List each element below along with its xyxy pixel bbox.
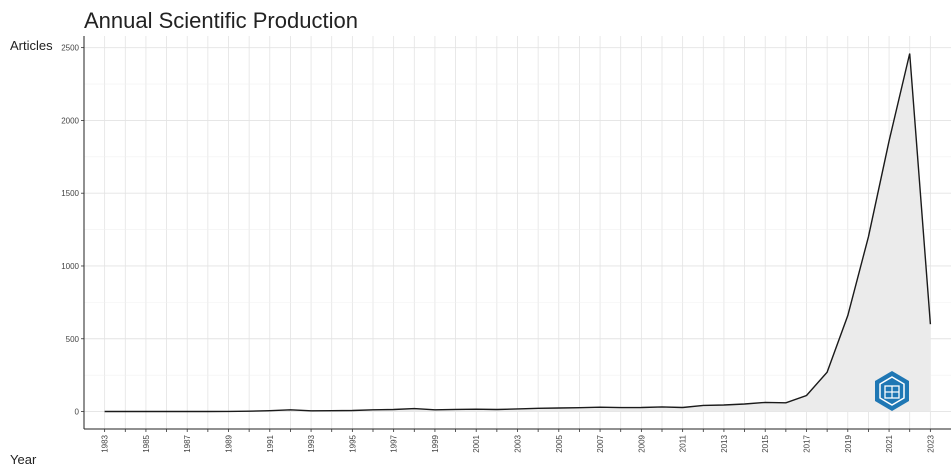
- x-tick-label: 1989: [225, 434, 234, 452]
- chart-title: Annual Scientific Production: [84, 8, 358, 33]
- axes-layer: 0 500 1000 1500 2000 2500 1983 1985 1987 1989 1991…: [61, 36, 951, 453]
- x-tick-label: 2005: [555, 434, 564, 452]
- x-tick-label: 2019: [844, 434, 853, 452]
- x-tick-label: 1999: [431, 434, 440, 452]
- x-tick-label: 2001: [472, 434, 481, 452]
- x-tick-label: 2015: [761, 434, 770, 452]
- x-tick-label: 2013: [720, 434, 729, 452]
- hexagon-logo-icon: [875, 371, 909, 411]
- y-tick-label: 2000: [61, 116, 79, 125]
- x-tick-label: 2011: [679, 434, 688, 452]
- x-tick-label: 1985: [142, 434, 151, 452]
- x-tick-label: 2023: [926, 434, 935, 452]
- x-tick-label: 1991: [266, 434, 275, 452]
- x-tick-label: 2003: [514, 434, 523, 452]
- y-tick-label: 2500: [61, 44, 79, 53]
- x-tick-label: 1987: [183, 434, 192, 452]
- x-tick-label: 1995: [348, 434, 357, 452]
- y-tick-label: 500: [66, 335, 80, 344]
- x-tick-label: 1997: [390, 434, 399, 452]
- series-line: [104, 53, 932, 413]
- x-axis-label: Year: [10, 452, 37, 467]
- y-axis-label: Articles: [10, 38, 53, 53]
- area-fill: [104, 53, 931, 412]
- x-tick-label: 2009: [637, 434, 646, 452]
- x-tick-label: 1983: [101, 434, 110, 452]
- x-tick-label: 1993: [307, 434, 316, 452]
- x-tick-label: 2007: [596, 434, 605, 452]
- x-tick-label: 2017: [803, 434, 812, 452]
- y-tick-label: 1000: [61, 262, 79, 271]
- x-tick-label: 2021: [885, 434, 894, 452]
- y-tick-label: 0: [75, 408, 80, 417]
- y-tick-label: 1500: [61, 189, 79, 198]
- grid-layer: [84, 36, 951, 429]
